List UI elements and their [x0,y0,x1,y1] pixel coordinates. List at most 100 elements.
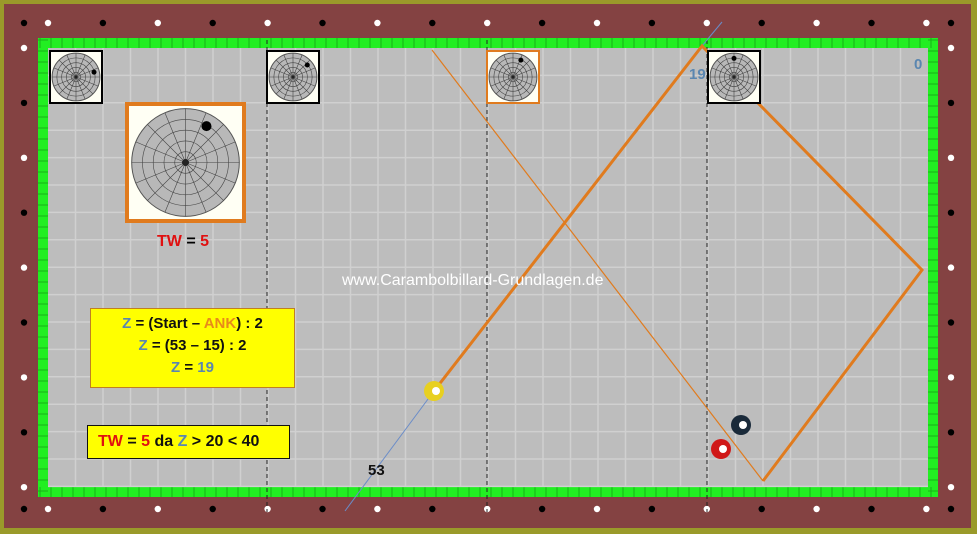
diamond-white [20,154,28,161]
tw-value: 5 [200,233,210,250]
diamond-black [209,505,216,513]
spin-diagram-2 [266,50,320,104]
diamond-white [44,505,52,513]
diamond-white [947,484,955,491]
diamond-black [648,505,656,513]
diamond-white [703,19,710,27]
diamond-white [374,505,381,513]
diamond-white [44,19,52,27]
diamond-white [593,19,601,27]
tw: TW [98,433,123,450]
diamond-white [484,19,491,27]
cushion-segments [38,38,938,497]
spin-point [731,55,737,61]
diamond-white [593,505,601,513]
diamond-black [868,505,875,513]
diamond-white [947,374,955,381]
spin-diagram-4 [707,50,761,104]
diamond-white [20,374,28,381]
t: = (Start – [131,315,204,332]
diamond-white [20,44,28,52]
diamond-black [209,19,216,27]
diamond-black [758,19,765,27]
diamond-black [20,209,28,216]
spin-diagram-1 [49,50,103,104]
diamond-black [947,429,955,436]
diamond-black [538,505,546,513]
tw-label: TW = 5 [157,233,209,251]
z-marker: 19 [689,66,706,83]
object-ball-path [431,49,764,482]
diamond-black [99,19,107,27]
t: > 20 < 40 [187,433,260,450]
diamond-white [264,505,271,513]
rule-box: TW = 5 da Z > 20 < 40 [87,425,290,459]
diamond-white [264,19,271,27]
diamond-black [429,19,436,27]
t: ) : 2 [236,315,263,332]
tw-value: 5 [141,433,151,450]
diamond-white [813,19,820,27]
diamond-white [374,19,381,27]
formula-line-2: Z = (53 – 15) : 2 [91,335,294,357]
diamond-white [947,264,955,271]
aim-line-extension [701,21,723,47]
diamond-black [319,19,326,27]
diamond-black [758,505,765,513]
diamond-white [154,19,161,27]
formula-line-3: Z = 19 [91,357,294,379]
eq: = [181,233,201,250]
diamond-black [20,319,28,326]
spin-point [201,121,212,132]
diamond-black [20,429,28,436]
t: = (53 – 15) : 2 [147,337,247,354]
diamond-black [648,19,656,27]
z: Z [122,315,132,332]
spin-point [91,69,97,75]
z: Z [138,337,148,354]
t: = [122,433,142,450]
diamond-black [538,19,546,27]
yellow-ball [424,381,444,401]
diamond-white [154,505,161,513]
t: = [180,359,198,376]
diamond-black [947,19,955,27]
z: Z [177,433,188,450]
diamond-black [319,505,326,513]
diamond-black [947,505,955,513]
spin-diagram-3 [486,50,540,104]
diamond-white [923,19,930,27]
diamond-white [813,505,820,513]
formula-box: Z = (Start – ANK) : 2 Z = (53 – 15) : 2 … [90,308,295,388]
diamond-black [868,19,875,27]
start-marker: 53 [368,462,385,479]
diamond-white [947,44,955,52]
diamond-black [947,99,955,107]
zero-marker: 0 [914,56,923,73]
t: da [150,433,178,450]
z-value: 19 [197,359,214,376]
spin-point [518,57,524,63]
diamond-white [20,264,28,271]
diamond-black [20,505,28,513]
diamond-black [429,505,436,513]
diamond-black [947,319,955,326]
diamond-white [923,505,930,513]
tw-text: TW [157,233,182,250]
cue-ball-path [432,43,924,482]
black-ball [731,415,751,435]
diamond-black [99,505,107,513]
spin-point [304,62,310,68]
diamond-black [20,19,28,27]
aim-line [344,390,435,512]
diamond-white [20,484,28,491]
diamond-white [947,154,955,161]
formula-line-1: Z = (Start – ANK) : 2 [91,313,294,335]
watermark: www.Carambolbillard-Grundlagen.de [342,272,604,289]
ank: ANK [203,315,237,332]
diamond-black [20,99,28,107]
diamond-black [947,209,955,216]
spin-diagram-large [125,102,246,223]
red-ball [711,439,731,459]
